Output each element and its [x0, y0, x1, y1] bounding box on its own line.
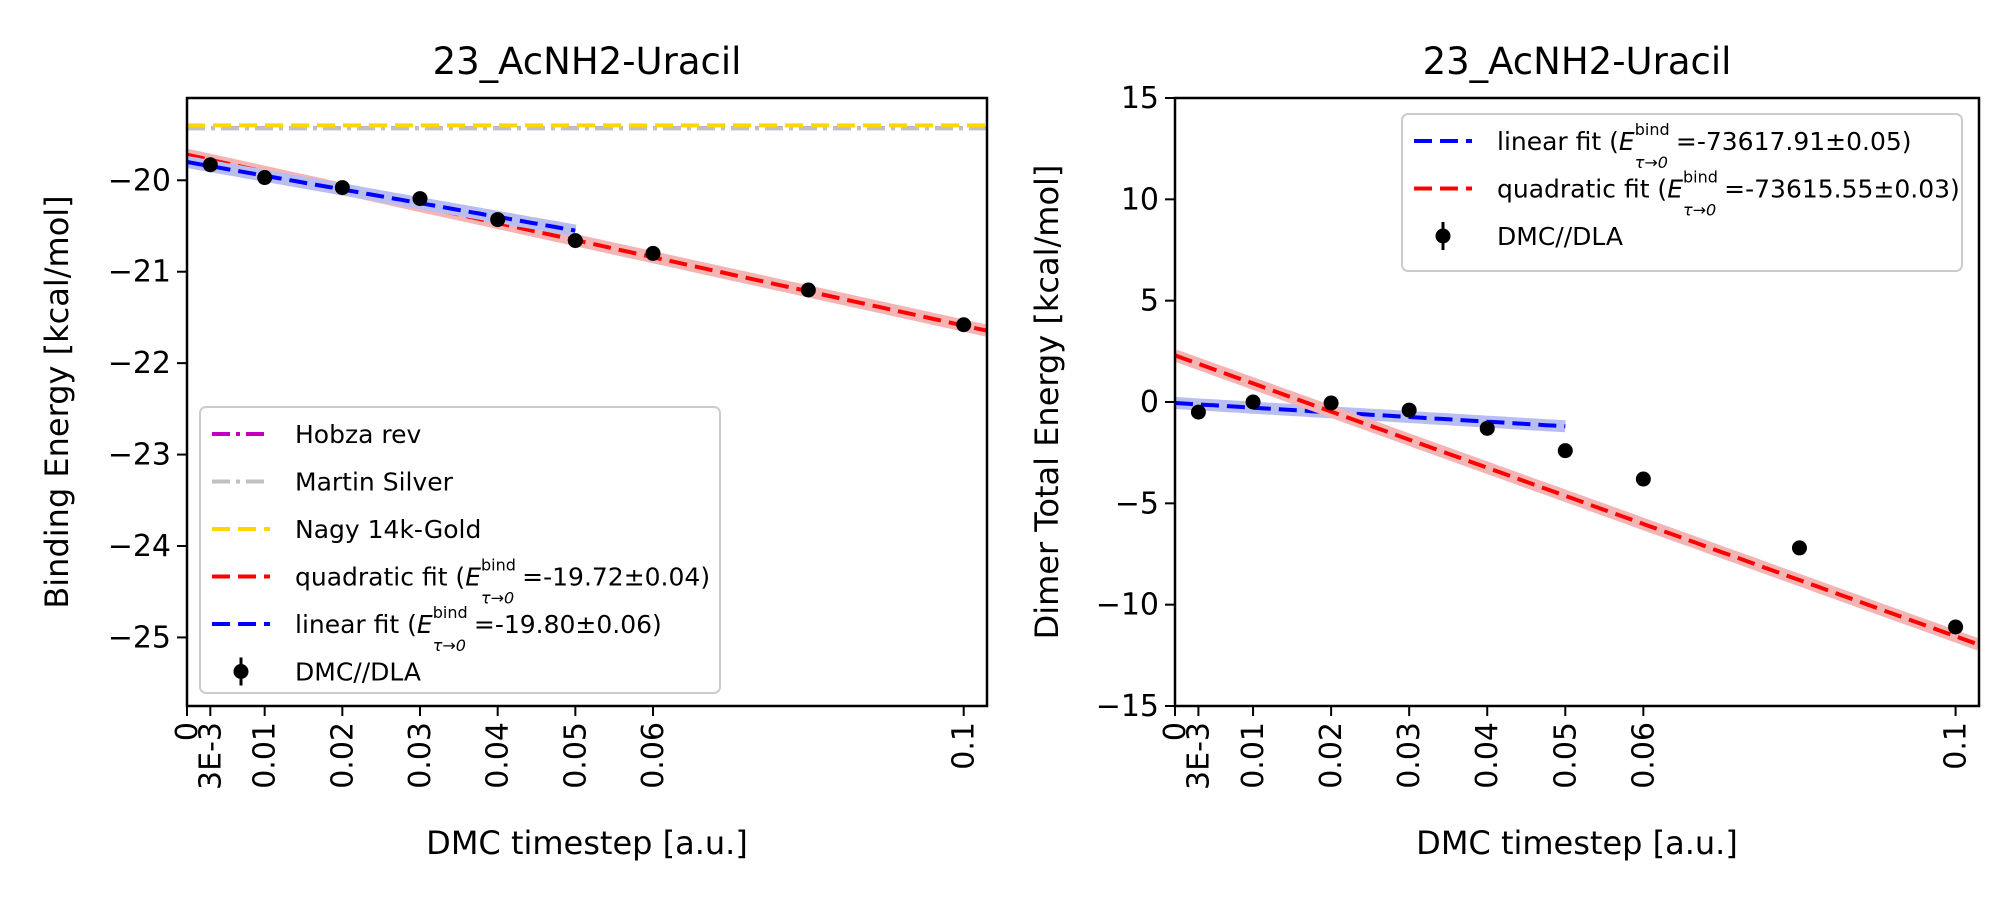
legend-frame: [1401, 113, 1963, 272]
x-tick-label: 3E-3: [193, 722, 228, 790]
x-tick-label: 0.06: [636, 722, 671, 789]
legend-label: linear fit (Eτ→0 =-19.80±0.06): [295, 610, 662, 655]
x-tick-label: 0.02: [325, 722, 360, 789]
data-point: [412, 191, 428, 207]
y-tick-label: 15: [1121, 81, 1159, 116]
y-tick-label: 5: [1140, 284, 1159, 319]
legend-subscript: τ→0: [1683, 201, 1716, 220]
x-tick-label: 0: [170, 722, 205, 741]
data-point: [490, 212, 506, 228]
y-tick-label: −5: [1115, 486, 1159, 521]
x-tick-label: 0.1: [1939, 722, 1974, 770]
x-tick-label: 0.03: [403, 722, 438, 789]
legend-value: =-19.80±0.06): [466, 610, 662, 639]
data-point: [1479, 420, 1495, 436]
x-axis-label: DMC timestep [a.u.]: [426, 824, 748, 862]
y-tick-label: −22: [108, 346, 171, 381]
x-tick-label: 0.03: [1392, 722, 1427, 789]
legend-prefix: quadratic fit (: [1497, 175, 1667, 204]
data-point: [645, 245, 661, 261]
data-point: [1190, 404, 1206, 420]
legend-label: quadratic fit (Eτ→0 =-73615.55±0.03): [1497, 175, 1960, 220]
x-tick-label: 0.1: [947, 722, 982, 770]
y-tick-label: 0: [1140, 385, 1159, 420]
axes-frame: [185, 96, 989, 708]
chart-panel-2: 03E-3 0.01 0.02 0.03 0.04 0.05 0.06 0.1−15−10−5…: [1028, 40, 1981, 862]
x-tick-label: 0.01: [248, 722, 283, 789]
x-tick-label: 0.01: [1236, 722, 1271, 789]
fit-line: [1175, 353, 1979, 647]
data-point: [1791, 540, 1807, 556]
data-point: [1948, 619, 1964, 635]
data-point: [567, 233, 583, 249]
legend-label: linear fit (Eτ→0 =-73617.91±0.05): [1497, 127, 1912, 172]
data-point: [800, 282, 816, 298]
legend-frame: [199, 406, 721, 694]
legend-prefix: linear fit (: [295, 610, 417, 639]
chart-panel-1: 03E-3 0.01 0.02 0.03 0.04 0.05 0.06 0.1 −25 −24 −2…: [38, 40, 989, 862]
legend-label: Hobza rev: [295, 420, 421, 449]
legend-superscript: bind: [433, 603, 468, 622]
x-tick-label: 0.04: [1470, 722, 1505, 789]
legend-symbol: E: [1667, 175, 1683, 204]
y-tick-label: −20: [108, 163, 171, 198]
y-tick-label: −21: [108, 255, 171, 290]
data-point: [1245, 394, 1261, 410]
plot-area: [187, 123, 987, 337]
x-tick-label: 0: [1158, 722, 1193, 741]
legend-value: =-19.72±0.04): [514, 563, 710, 592]
data-point: [1635, 471, 1651, 487]
legend-label: Martin Silver: [295, 468, 454, 497]
legend-superscript: bind: [1635, 120, 1670, 139]
data-point: [257, 170, 273, 186]
legend-label: quadratic fit (Eτ→0 =-19.72±0.04): [295, 563, 710, 608]
x-tick-label: 0.05: [558, 722, 593, 789]
data-point: [1323, 395, 1339, 411]
y-axis-label: Dimer Total Energy [kcal/mol]: [1028, 165, 1066, 640]
legend-subscript: τ→0: [481, 589, 514, 608]
legend-value: =-73615.55±0.03): [1716, 175, 1960, 204]
x-tick-label: 0.02: [1314, 722, 1349, 789]
x-tick-label: 3E-3: [1181, 722, 1216, 790]
legend-subscript: τ→0: [433, 636, 466, 655]
legend-symbol: E: [465, 563, 481, 592]
y-tick-label: −23: [108, 438, 171, 473]
y-tick-label: 10: [1121, 182, 1159, 217]
legend-label: DMC//DLA: [295, 658, 421, 687]
legend-marker: [233, 664, 249, 679]
legend: Hobza rev Martin Silver Nagy 14k-Gold quadr…: [199, 406, 721, 694]
fit-line: [1175, 401, 1566, 429]
legend-prefix: linear fit (: [1497, 127, 1619, 156]
legend-superscript: bind: [481, 556, 516, 575]
y-tick-label: −10: [1096, 588, 1159, 623]
legend-subscript: τ→0: [1635, 153, 1668, 172]
x-tick-label: 0.05: [1548, 722, 1583, 789]
y-axis-label: Binding Energy [kcal/mol]: [38, 195, 76, 608]
legend-label: DMC//DLA: [1497, 222, 1623, 251]
y-tick-label: −24: [108, 529, 171, 564]
legend-marker: [1435, 228, 1451, 244]
data-point: [202, 157, 218, 173]
data-point: [1557, 443, 1573, 459]
legend-value: =-73617.91±0.05): [1668, 127, 1912, 156]
data-point: [1401, 402, 1417, 418]
chart-title: 23_AcNH2-Uracil: [1423, 40, 1732, 83]
data-point: [334, 180, 350, 196]
x-tick-label: 0.04: [481, 722, 516, 789]
y-tick-label: −25: [108, 620, 171, 655]
fit-line: [187, 160, 576, 233]
data-point: [956, 317, 972, 333]
plot-area: [1175, 349, 1979, 651]
chart-title: 23_AcNH2-Uracil: [433, 40, 742, 83]
legend-prefix: quadratic fit (: [295, 563, 465, 592]
x-tick-label: 0.06: [1626, 722, 1661, 789]
legend-label: Nagy 14k-Gold: [295, 515, 481, 544]
legend-symbol: E: [417, 610, 433, 639]
x-axis-label: DMC timestep [a.u.]: [1416, 824, 1738, 862]
legend-superscript: bind: [1683, 168, 1718, 187]
legend-symbol: E: [1619, 127, 1635, 156]
legend: linear fit (Eτ→0 =-73617.91±0.05)bindqua…: [1401, 113, 1963, 272]
y-tick-label: −15: [1096, 689, 1159, 724]
